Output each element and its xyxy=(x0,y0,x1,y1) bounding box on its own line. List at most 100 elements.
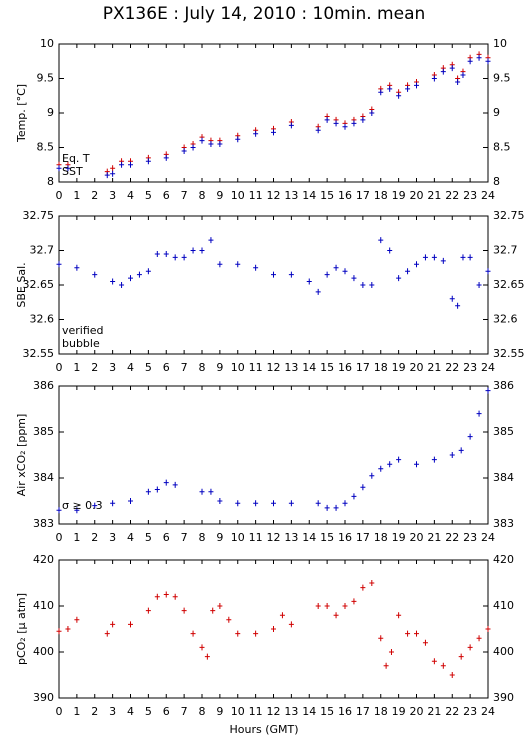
point xyxy=(431,456,437,463)
x-tick-label: 11 xyxy=(249,189,263,202)
y-tick-label: 384 xyxy=(33,471,54,484)
point xyxy=(271,626,276,632)
point xyxy=(396,612,402,619)
point xyxy=(396,275,402,282)
point xyxy=(440,662,446,669)
point xyxy=(387,247,393,254)
point xyxy=(369,472,375,479)
y-tick-label-right: 385 xyxy=(493,425,514,438)
y-tick-label: 386 xyxy=(33,379,54,392)
x-tick-label: 4 xyxy=(127,531,134,544)
point xyxy=(360,282,366,288)
point xyxy=(110,500,116,507)
point xyxy=(440,257,446,264)
point xyxy=(422,639,428,646)
y-tick-label-right: 32.65 xyxy=(493,278,525,291)
point xyxy=(396,456,402,463)
y-tick-label-right: 10 xyxy=(493,37,507,50)
x-tick-label: 23 xyxy=(463,189,477,202)
x-tick-label: 7 xyxy=(181,705,188,718)
point xyxy=(324,603,330,609)
point xyxy=(172,481,178,488)
x-tick-label: 12 xyxy=(267,361,281,374)
x-tick-label: 11 xyxy=(249,361,263,374)
x-tick-label: 22 xyxy=(445,361,459,374)
x-tick-label: 24 xyxy=(481,361,495,374)
point xyxy=(119,282,125,288)
x-tick-label: 9 xyxy=(216,361,223,374)
x-tick-label: 3 xyxy=(109,531,116,544)
point xyxy=(288,271,294,278)
point xyxy=(388,649,394,655)
x-tick-label: 3 xyxy=(109,361,116,374)
point xyxy=(172,254,178,261)
x-tick-label: 5 xyxy=(145,531,152,544)
point xyxy=(485,626,491,632)
point xyxy=(92,271,98,278)
point xyxy=(467,254,473,261)
x-tick-label: 22 xyxy=(445,189,459,202)
point xyxy=(235,261,241,268)
x-tick-label: 4 xyxy=(127,189,134,202)
point xyxy=(110,621,116,628)
point xyxy=(56,165,62,172)
y-tick-label: 390 xyxy=(33,691,54,704)
point xyxy=(74,264,80,271)
x-tick-label: 16 xyxy=(338,189,352,202)
x-tick-label: 7 xyxy=(181,361,188,374)
x-tick-label: 0 xyxy=(56,189,63,202)
point xyxy=(217,498,223,504)
point xyxy=(199,137,205,144)
point xyxy=(181,254,187,261)
x-tick-label: 19 xyxy=(392,189,406,202)
point xyxy=(333,504,339,511)
x-tick-label: 1 xyxy=(73,531,80,544)
x-tick-label: 23 xyxy=(463,361,477,374)
point xyxy=(476,54,482,61)
point xyxy=(104,172,110,179)
point xyxy=(190,247,196,254)
y-tick-label-right: 9 xyxy=(493,106,500,119)
point xyxy=(315,127,321,134)
x-tick-label: 14 xyxy=(302,361,316,374)
y-axis-label: SBE Sal. xyxy=(15,262,28,307)
point xyxy=(378,89,384,96)
x-tick-label: 2 xyxy=(91,189,98,202)
x-tick-label: 23 xyxy=(463,705,477,718)
point xyxy=(145,607,151,614)
point xyxy=(476,635,482,642)
point xyxy=(288,621,294,628)
point xyxy=(467,58,473,65)
x-tick-label: 17 xyxy=(356,189,370,202)
point xyxy=(378,465,384,472)
point xyxy=(104,630,110,637)
point xyxy=(431,75,437,82)
x-tick-label: 13 xyxy=(284,361,298,374)
point xyxy=(449,452,455,458)
point xyxy=(315,500,321,507)
y-tick-label-right: 390 xyxy=(493,691,514,704)
x-tick-label: 17 xyxy=(356,705,370,718)
point xyxy=(351,598,357,605)
point xyxy=(396,92,402,99)
x-tick-label: 3 xyxy=(109,189,116,202)
point xyxy=(449,672,455,678)
point xyxy=(128,498,133,504)
x-tick-label: 10 xyxy=(231,189,245,202)
y-tick-label: 8 xyxy=(47,175,54,188)
point xyxy=(208,488,214,495)
y-axis-label: pCO₂ [μ atm] xyxy=(15,593,28,665)
point xyxy=(154,250,160,257)
chart-title: PX136E : July 14, 2010 : 10min. mean xyxy=(103,4,426,24)
x-tick-label: 20 xyxy=(410,531,424,544)
point xyxy=(351,493,357,500)
point xyxy=(253,500,259,507)
x-tick-label: 12 xyxy=(267,705,281,718)
x-tick-label: 23 xyxy=(463,531,477,544)
annotation: σ ≥ 0.3 xyxy=(62,499,103,512)
y-tick-label-right: 32.75 xyxy=(493,209,525,222)
x-tick-label: 6 xyxy=(163,361,170,374)
x-tick-label: 18 xyxy=(374,189,388,202)
point xyxy=(485,387,491,394)
